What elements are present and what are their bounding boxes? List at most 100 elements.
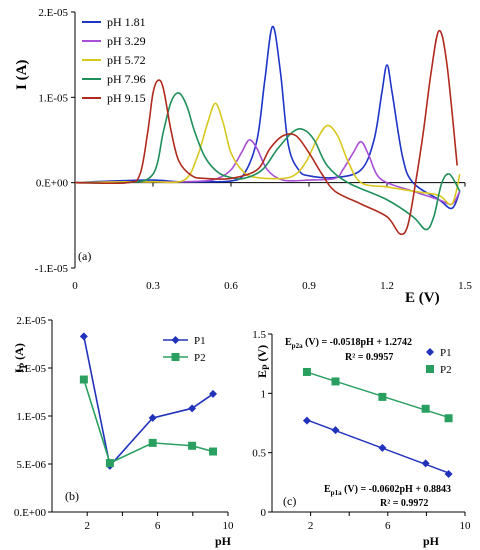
panel-c-y-axis-unit: (V) bbox=[255, 345, 269, 365]
panel-b-point-P2 bbox=[148, 438, 157, 447]
panel-c-p1-equation: Ep1a (V) = -0.0602pH + 0.8843 bbox=[324, 484, 451, 497]
panel-a-x-tick-label: 0.9 bbox=[302, 280, 316, 292]
panel-b-y-axis-unit: (A) bbox=[12, 343, 26, 363]
panel-b-y-tick-label: 5.E-06 bbox=[16, 459, 46, 471]
panel-a-legend-label: pH 9.15 bbox=[107, 91, 146, 105]
panel-b-y-axis-title: IP (A) bbox=[12, 343, 28, 373]
panel-a-legend: pH 1.81 pH 3.29 pH 5.72 pH 7.96 pH 9.15 bbox=[82, 15, 146, 105]
panel-c-x-ticks: 2 6 10 bbox=[308, 512, 471, 532]
panel-b-y-tick-label: 2.E-05 bbox=[16, 363, 46, 375]
panel-c-label: (c) bbox=[283, 494, 296, 508]
panel-c-point-P1 bbox=[331, 426, 340, 435]
panel-b-y-tick-label: 2.E-05 bbox=[16, 315, 46, 327]
panel-c-y-tick-label: 1 bbox=[261, 388, 267, 400]
panel-c-y-tick-label: 1.5 bbox=[252, 329, 266, 341]
panel-c-point-P1 bbox=[378, 443, 387, 452]
panel-a-x-axis-title: E (V) bbox=[405, 290, 440, 306]
panel-b-legend-label: P1 bbox=[194, 335, 206, 347]
panel-c-point-P2 bbox=[378, 392, 387, 401]
panel-c-legend-marker bbox=[426, 348, 434, 356]
panel-a-x-ticks: 0 0.3 0.6 0.9 1.2 1.5 bbox=[72, 182, 472, 292]
panel-b-label: (b) bbox=[65, 489, 79, 503]
panel-c-y-axis-title: EP (V) bbox=[255, 345, 271, 378]
panel-b-point-P1 bbox=[188, 404, 197, 413]
panel-a-series-line-pH-7_96 bbox=[74, 92, 461, 231]
panel-a-series-line-pH-5_72 bbox=[74, 102, 461, 206]
panel-a-x-tick-label: 1.5 bbox=[458, 280, 472, 292]
panel-a-label: (a) bbox=[78, 249, 91, 263]
panel-b-y-axis-title-subscript: P bbox=[18, 362, 28, 368]
panel-a-x-tick-label: 1.2 bbox=[380, 280, 394, 292]
panel-b-legend-label: P2 bbox=[194, 352, 206, 364]
panel-c-p1-equation-rest: (V) = -0.0602pH + 0.8843 bbox=[342, 484, 451, 495]
panel-c-point-P2 bbox=[331, 377, 340, 386]
panel-c-p1-equation-sub: p1a bbox=[331, 489, 342, 497]
panel-c-x-tick-label: 2 bbox=[308, 520, 314, 532]
panel-c-point-P1 bbox=[302, 416, 311, 425]
panel-a-y-ticks: -1.E-05 0.E+00 1.E-05 2.E-05 bbox=[35, 7, 75, 275]
panel-b-y-tick-label: 1.E-05 bbox=[16, 411, 46, 423]
panel-b-legend-marker bbox=[171, 336, 180, 344]
panel-c-legend-label: P2 bbox=[440, 364, 452, 376]
panel-b-series-line-P2 bbox=[83, 379, 214, 465]
panel-c-p2-r2: R² = 0.9957 bbox=[345, 352, 393, 363]
panel-a-series-line-pH-3_29 bbox=[74, 139, 461, 206]
panel-c-series-group bbox=[302, 367, 453, 479]
panel-c-point-P1 bbox=[444, 470, 453, 479]
panel-b-x-tick-label: 10 bbox=[223, 520, 235, 532]
panel-c-point-P2 bbox=[421, 404, 430, 413]
panel-c-point-P1 bbox=[421, 459, 430, 468]
panel-a-legend-label: pH 1.81 bbox=[107, 15, 146, 29]
panel-c-legend-marker bbox=[426, 365, 434, 373]
panel-c-y-tick-label: 0.5 bbox=[252, 448, 266, 460]
panel-a-legend-label: pH 5.72 bbox=[107, 53, 146, 67]
panel-b-point-P2 bbox=[105, 459, 114, 468]
panel-c-x-tick-label: 10 bbox=[460, 520, 472, 532]
panel-b-legend-marker bbox=[171, 353, 180, 361]
panel-b-x-axis-title: pH bbox=[215, 534, 232, 548]
panel-b-point-P2 bbox=[188, 441, 197, 450]
panel-a-series-line-pH-9_15 bbox=[74, 29, 458, 236]
panel-c-y-ticks: 0 0.5 1 1.5 bbox=[252, 329, 272, 519]
panel-c-p2-equation: Ep2a (V) = -0.0518pH + 1.2742 bbox=[285, 337, 412, 350]
panel-a-legend-label: pH 3.29 bbox=[107, 34, 146, 48]
panel-c-p2-equation-sub: p2a bbox=[292, 342, 303, 350]
panel-b-point-P1 bbox=[209, 389, 218, 398]
panel-b-point-P2 bbox=[79, 375, 88, 384]
panel-a-y-tick-label: 1.E-05 bbox=[38, 92, 68, 104]
panel-b-point-P1 bbox=[79, 332, 88, 341]
panel-a-y-tick-label: -1.E-05 bbox=[35, 263, 69, 275]
panel-a-y-tick-label: 0.E+00 bbox=[36, 178, 69, 190]
panel-c-point-P2 bbox=[444, 414, 453, 423]
panel-a-series-line-pH-1_81 bbox=[74, 25, 461, 210]
panel-b-y-tick-label: 0.E+00 bbox=[14, 507, 47, 519]
panel-a-chart: -1.E-05 0.E+00 1.E-05 2.E-05 0 0.3 0.6 0.9 1.2 1… bbox=[14, 7, 472, 306]
panel-c-point-P2 bbox=[302, 367, 311, 376]
panel-c-x-axis-title: pH bbox=[423, 534, 440, 548]
panel-a-x-tick-label: 0.3 bbox=[146, 280, 160, 292]
panel-b-y-ticks: 0.E+00 5.E-06 1.E-05 2.E-05 2.E-05 bbox=[14, 315, 52, 519]
panel-c-y-tick-label: 0 bbox=[261, 507, 267, 519]
panel-b-point-P2 bbox=[209, 447, 218, 456]
panel-b-chart: 0.E+005.E-061.E-052.E-052.E-05 2 6 10 P1P2… bbox=[12, 315, 234, 548]
panel-a-legend-label: pH 7.96 bbox=[107, 72, 146, 86]
panel-c-y-axis-title-subscript: P bbox=[261, 364, 271, 370]
panel-c-x-tick-label: 6 bbox=[385, 520, 391, 532]
panel-b-x-tick-label: 6 bbox=[155, 520, 161, 532]
panel-b-x-ticks: 2 6 10 bbox=[84, 512, 234, 532]
panel-a-y-tick-label: 2.E-05 bbox=[38, 7, 68, 19]
panel-a-series-group bbox=[74, 25, 461, 236]
panel-c-legend-label: P1 bbox=[440, 347, 452, 359]
panel-a-y-axis-title: I (A) bbox=[14, 60, 30, 90]
panel-c-p2-equation-rest: (V) = -0.0518pH + 1.2742 bbox=[303, 337, 412, 348]
panel-b-point-P1 bbox=[148, 413, 157, 422]
panel-a-x-tick-label: 0 bbox=[72, 280, 78, 292]
panel-c-p1-r2: R² = 0.9972 bbox=[380, 498, 428, 509]
panel-b-series-group bbox=[79, 332, 218, 470]
panel-b-x-tick-label: 2 bbox=[84, 520, 90, 532]
panel-a-x-tick-label: 0.6 bbox=[224, 280, 238, 292]
